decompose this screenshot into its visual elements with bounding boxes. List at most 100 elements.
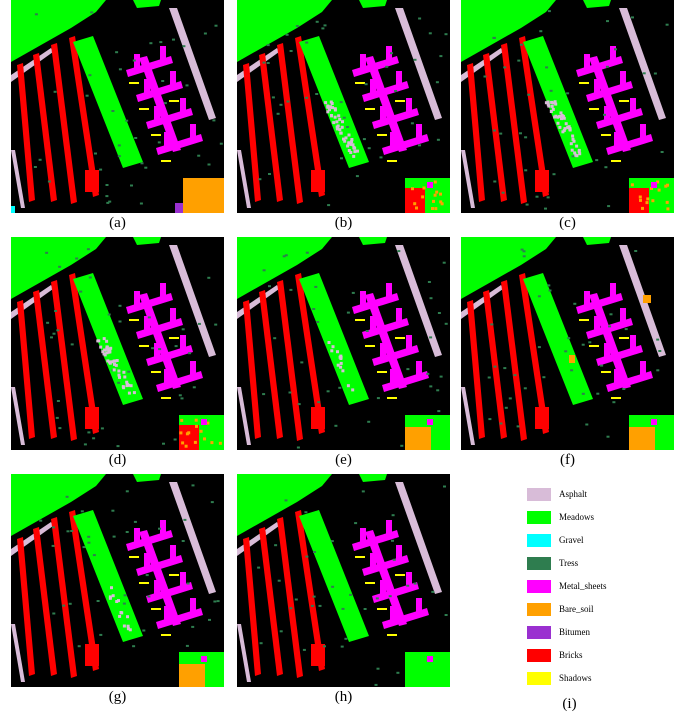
- trees-dot: [362, 138, 366, 141]
- bare-soil-noise: [180, 418, 184, 422]
- shadows-mark: [619, 337, 629, 339]
- trees-dot: [38, 158, 42, 161]
- metal-sheets-post: [160, 520, 166, 534]
- trees-dot: [271, 96, 275, 99]
- asphalt-noise: [573, 151, 577, 155]
- trees-dot: [185, 644, 189, 647]
- shadows-mark: [161, 160, 171, 162]
- trees-dot: [82, 546, 86, 549]
- panel-d: (d): [11, 237, 224, 475]
- trees-dot: [339, 101, 343, 104]
- trees-dot: [284, 499, 288, 502]
- trees-dot: [603, 113, 606, 116]
- bare-soil-noise: [184, 444, 188, 448]
- legend-swatch-shadows: [527, 672, 551, 685]
- legend-label: Bare_soil: [559, 604, 594, 614]
- bare-soil-patch: [179, 664, 205, 687]
- asphalt-noise: [324, 101, 328, 105]
- shadows-mark: [169, 100, 179, 102]
- trees-dot: [429, 385, 433, 388]
- bricks-strip: [33, 53, 57, 202]
- asphalt-noise: [331, 345, 335, 349]
- trees-dot: [87, 535, 91, 538]
- asphalt-noise: [554, 102, 558, 106]
- trees-dot: [279, 630, 283, 633]
- shadows-mark: [355, 319, 365, 321]
- trees-dot: [439, 55, 443, 58]
- asphalt-road-right: [395, 482, 442, 594]
- asphalt-noise: [132, 391, 136, 395]
- panel-h: (h): [237, 474, 450, 712]
- asphalt-noise: [332, 121, 336, 125]
- trees-dot: [442, 261, 446, 264]
- bare-soil-noise: [203, 437, 206, 441]
- trees-dot: [87, 541, 91, 544]
- bricks-strip: [259, 53, 283, 202]
- metal-sheets-post: [380, 106, 386, 120]
- metal-sheets-post: [584, 54, 590, 68]
- bare-soil-noise: [439, 192, 442, 196]
- bricks-strip: [51, 517, 77, 678]
- trees-dot: [80, 510, 84, 513]
- metal-sheets-post: [134, 291, 140, 305]
- trees-dot: [346, 126, 349, 128]
- trees-dot: [338, 386, 342, 389]
- trees-dot: [132, 645, 136, 648]
- trees-dot: [216, 600, 220, 603]
- panel-c: (c): [461, 0, 674, 238]
- bare-soil-blob: [643, 295, 651, 303]
- caption-g: (g): [108, 689, 127, 705]
- trees-dot: [519, 43, 523, 46]
- map-layer: [461, 0, 674, 213]
- asphalt-noise: [346, 144, 350, 148]
- metal-sheets-post: [390, 606, 396, 620]
- metal-sheets-wing: [372, 582, 419, 603]
- bricks-block: [85, 644, 99, 666]
- classification-map-a: [11, 0, 224, 213]
- trees-dot: [344, 637, 348, 640]
- trees-dot: [596, 392, 600, 395]
- trees-dot: [58, 427, 62, 430]
- metal-sheets-post: [614, 369, 620, 383]
- trees-dot: [524, 136, 528, 139]
- shadows-mark: [611, 160, 621, 162]
- metal-sheets-patch-br: [427, 656, 433, 662]
- asphalt-noise: [106, 359, 110, 363]
- trees-dot: [571, 155, 575, 158]
- legend-label: Bitumen: [559, 627, 590, 637]
- asphalt-noise: [571, 134, 575, 138]
- asphalt-road-lower: [11, 387, 25, 445]
- asphalt-noise: [337, 114, 341, 118]
- trees-dot: [413, 582, 417, 585]
- asphalt-noise: [101, 350, 105, 354]
- asphalt-road-right: [395, 8, 442, 120]
- metal-sheets-patch-br: [651, 182, 657, 188]
- trees-dot: [394, 90, 398, 92]
- trees-dot: [503, 367, 507, 370]
- trees-dot: [341, 607, 345, 610]
- bare-soil-noise: [433, 180, 437, 184]
- trees-dot: [162, 442, 165, 445]
- trees-dot: [546, 196, 550, 199]
- asphalt-noise: [107, 350, 111, 354]
- trees-dot: [296, 446, 300, 449]
- trees-dot: [622, 388, 626, 390]
- bare-soil-noise: [432, 199, 435, 203]
- trees-dot: [85, 94, 89, 97]
- trees-dot: [346, 311, 350, 314]
- metal-sheets-wing: [382, 134, 429, 155]
- metal-sheets-wing: [156, 134, 203, 155]
- trees-dot: [428, 32, 432, 35]
- bare-soil-noise: [434, 207, 438, 211]
- asphalt-noise: [559, 111, 563, 115]
- classification-map-e: [237, 237, 450, 450]
- trees-dot: [564, 350, 568, 353]
- trees-dot: [219, 142, 223, 145]
- meadows-top-left: [461, 0, 556, 62]
- trees-dot: [354, 522, 358, 525]
- legend-swatch-bitumen: [527, 626, 551, 639]
- asphalt-noise: [117, 373, 121, 377]
- asphalt-noise: [551, 107, 555, 111]
- bricks-strip: [519, 36, 549, 197]
- metal-sheets-wing: [126, 293, 173, 314]
